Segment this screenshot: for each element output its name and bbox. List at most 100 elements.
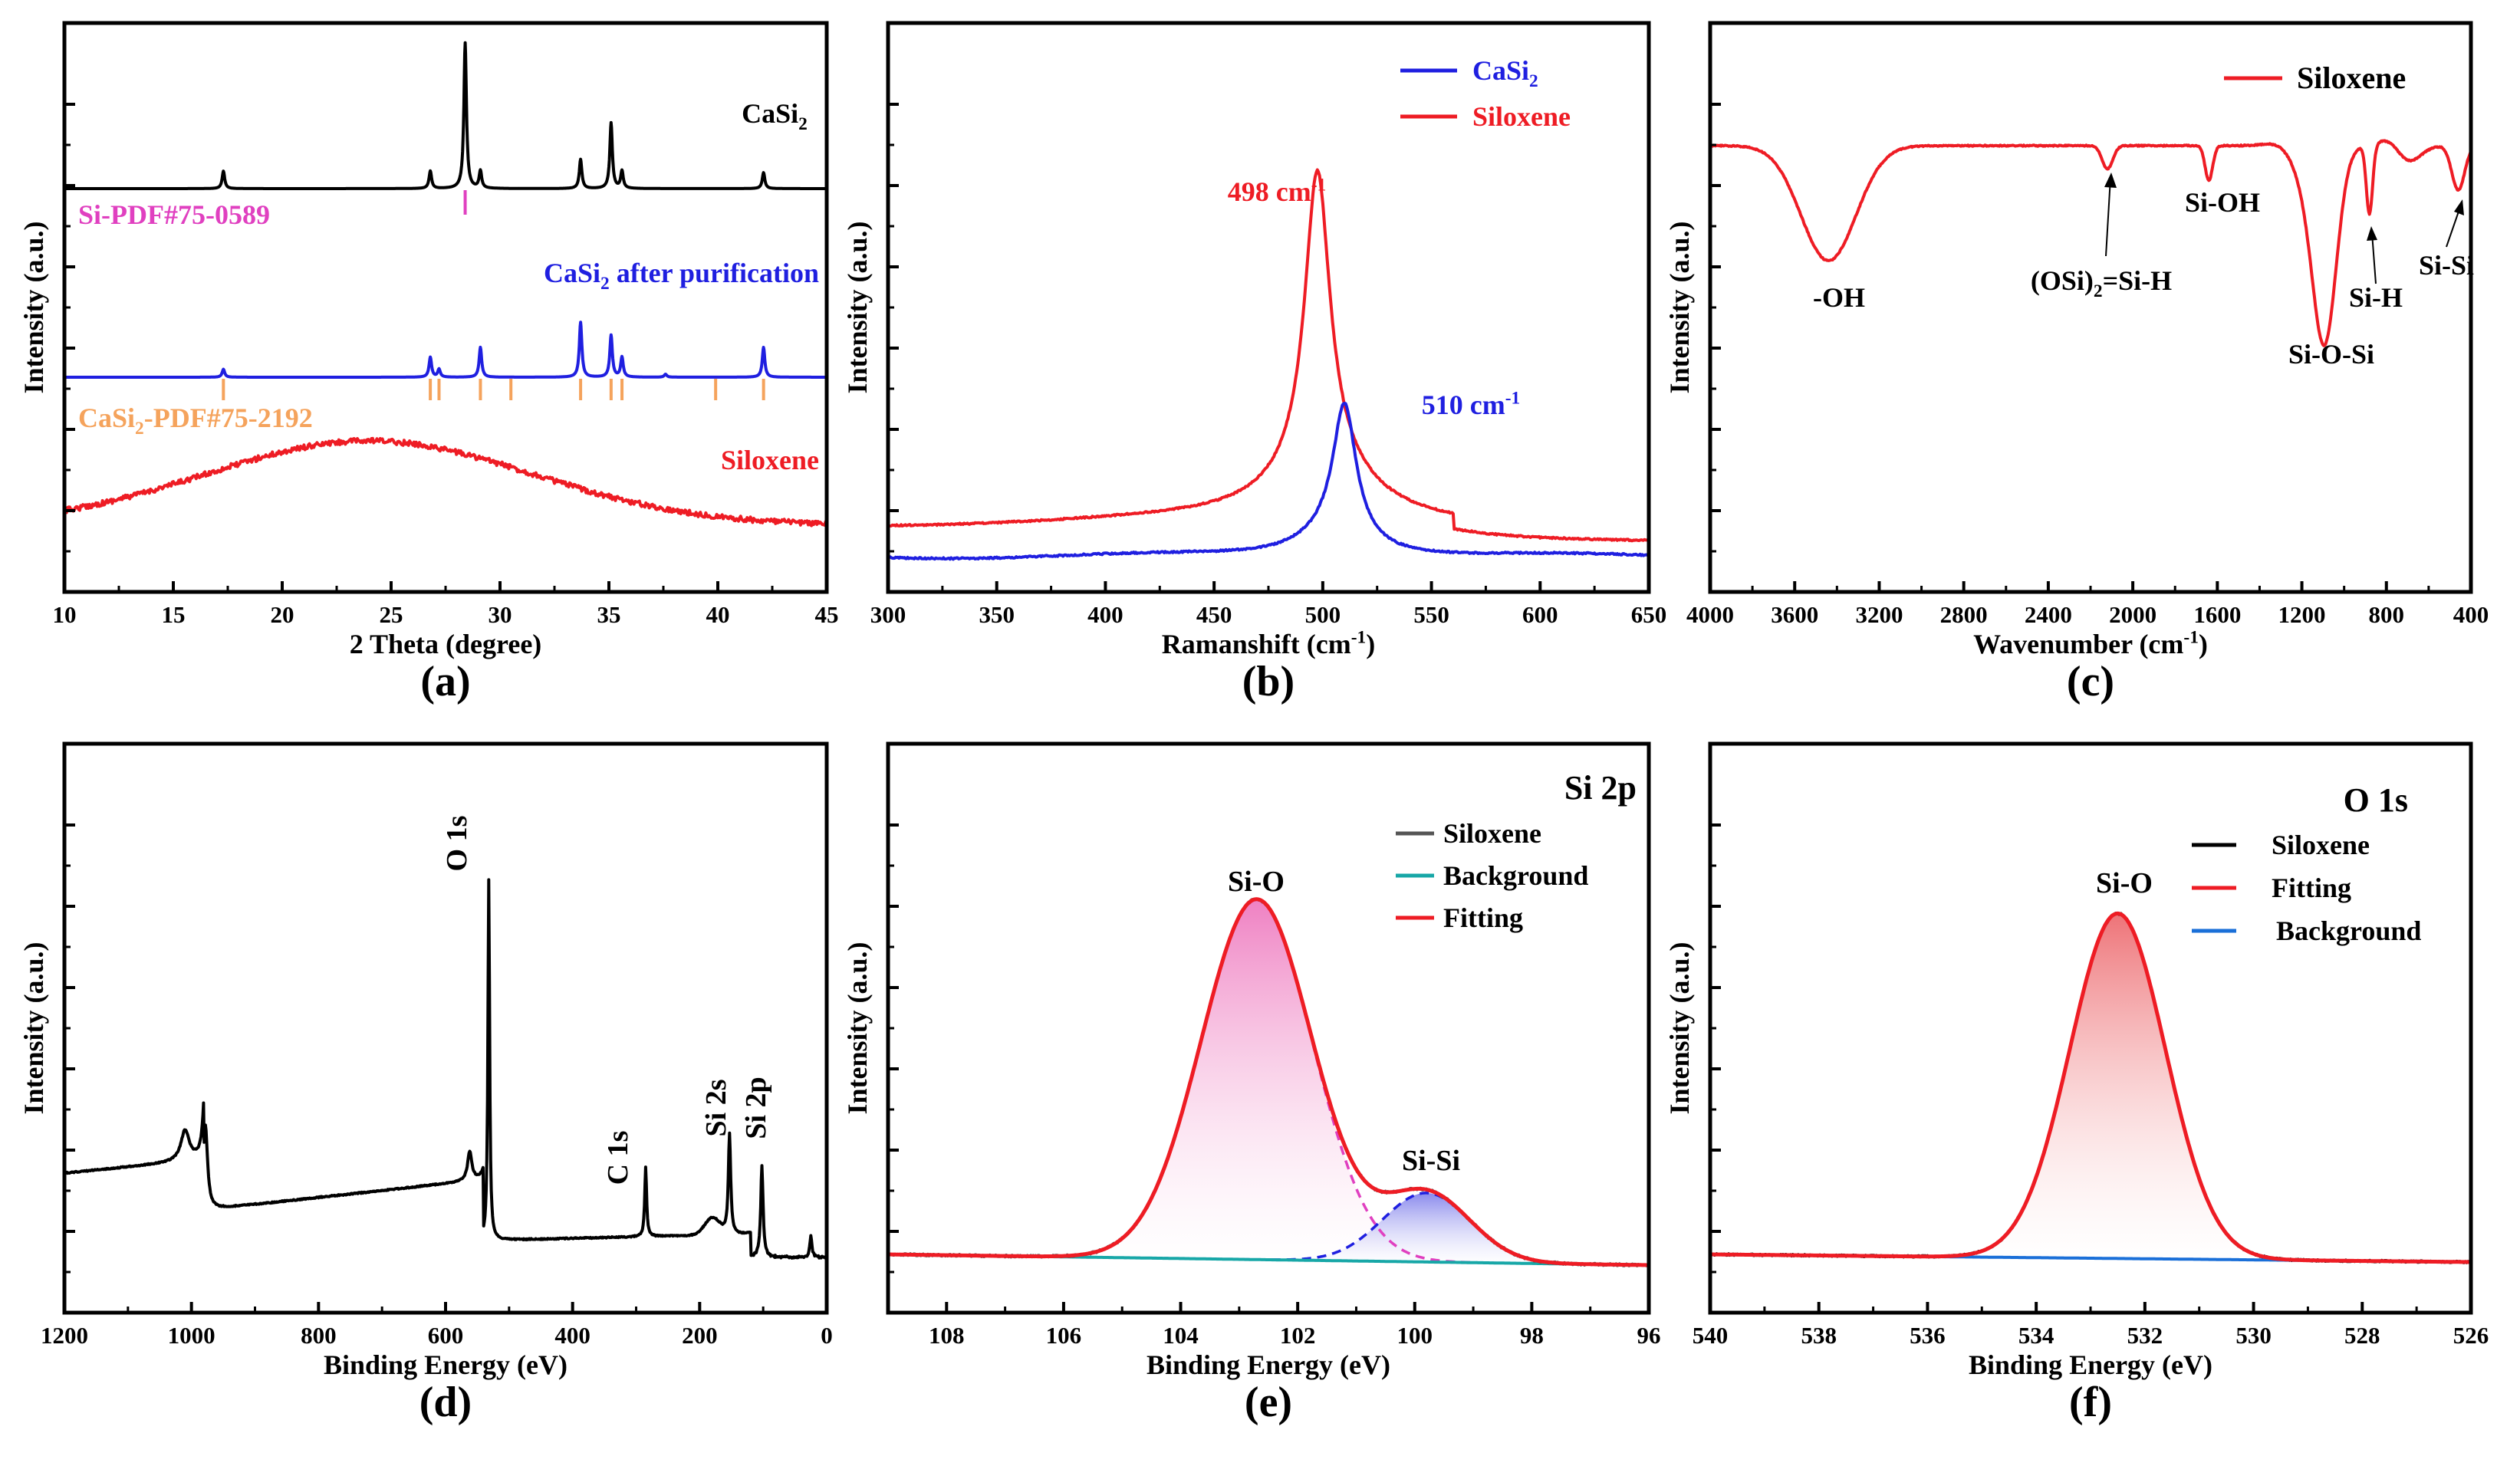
label-si-pdf: Si-PDF#75-0589	[78, 199, 270, 230]
x-tick-label-f: 536	[1910, 1322, 1946, 1349]
label-casi2-pdf-part-2: -PDF#75-2192	[144, 403, 313, 433]
arrow-osi2-sih	[2105, 177, 2111, 257]
label-casi2-part-1: 2	[798, 114, 808, 134]
arrowhead-osi2-sih	[2104, 173, 2117, 188]
y-axis-label-d: Intensity (a.u.)	[18, 942, 49, 1114]
legend-label-casi2: CaSi2	[1472, 55, 1538, 91]
x-tick-label-a: 40	[706, 601, 730, 628]
annotation-510-part-0: 510 cm	[1422, 390, 1505, 420]
x-axis-label-f: Binding Energy (eV)	[1969, 1349, 2212, 1380]
x-axis-label-a: 2 Theta (degree)	[350, 629, 542, 659]
x-tick-label-d: 0	[821, 1322, 833, 1349]
line-fitting-e	[887, 897, 1650, 1267]
panel-label-f: (f)	[2069, 1379, 2112, 1426]
x-tick-label-b: 650	[1631, 601, 1667, 628]
label-casi2-purified: CaSi2 after purification	[544, 258, 819, 294]
x-tick-label-f: 528	[2344, 1322, 2380, 1349]
x-tick-label-f: 534	[2018, 1322, 2054, 1349]
legend-label-background-f: Background	[2276, 915, 2421, 946]
x-tick-label-a: 45	[815, 601, 839, 628]
x-tick-label-c: 2800	[1940, 601, 1988, 628]
annotation-498: 498 cm-1	[1228, 175, 1326, 207]
x-tick-label-e: 100	[1397, 1322, 1433, 1349]
x-tick-label-e: 104	[1163, 1322, 1199, 1349]
band-label-siosi: Si-O-Si	[2288, 339, 2374, 370]
x-tick-label-c: 2400	[2025, 601, 2072, 628]
x-axis-label-c-part-2: )	[2199, 629, 2208, 659]
area-si-o-component	[888, 899, 1649, 1265]
annotation-498-part-1: -1	[1311, 175, 1327, 195]
area-o1s-component	[1710, 913, 2471, 1262]
x-tick-label-d: 1200	[41, 1322, 88, 1349]
x-tick-label-c: 1600	[2193, 601, 2241, 628]
y-axis-label-e: Intensity (a.u.)	[842, 942, 873, 1114]
x-tick-label-d: 200	[682, 1322, 718, 1349]
line-xps-survey	[63, 878, 828, 1260]
x-axis-label-c-part-1: -1	[2183, 627, 2199, 647]
x-tick-label-f: 532	[2127, 1322, 2163, 1349]
y-axis-label-a: Intensity (a.u.)	[18, 221, 49, 393]
band-label-oh: -OH	[1813, 282, 1865, 313]
legend-label-siloxene-ftir: Siloxene	[2297, 61, 2406, 95]
arrowhead-sih	[2367, 226, 2377, 241]
x-tick-label-b: 550	[1413, 601, 1449, 628]
label-casi2-pdf: CaSi2-PDF#75-2192	[78, 403, 313, 439]
panel-label-b: (b)	[1242, 658, 1295, 705]
label-casi2-purified-part-0: CaSi	[544, 258, 600, 288]
legend-label-casi2-part-0: CaSi	[1472, 55, 1529, 86]
peak-label-si2p: Si 2p	[740, 1076, 772, 1139]
legend-label-siloxene-f: Siloxene	[2272, 830, 2370, 860]
x-tick-label-a: 15	[162, 601, 186, 628]
x-tick-label-d: 800	[301, 1322, 337, 1349]
legend-label-fitting-e: Fitting	[1443, 902, 1523, 933]
x-tick-label-a: 10	[53, 601, 77, 628]
panel-label-c: (c)	[2067, 658, 2114, 705]
label-casi2-purified-part-1: 2	[600, 274, 610, 294]
x-tick-label-d: 600	[428, 1322, 464, 1349]
x-tick-label-d: 1000	[168, 1322, 215, 1349]
x-axis-label-e: Binding Energy (eV)	[1147, 1349, 1390, 1380]
x-axis-label-b-part-2: )	[1366, 629, 1375, 659]
y-axis-label-c: Intensity (a.u.)	[1664, 221, 1695, 393]
panel-title-f: O 1s	[2344, 781, 2408, 819]
x-tick-label-c: 3200	[1855, 601, 1903, 628]
x-axis-label-b-part-0: Ramanshift (cm	[1162, 629, 1351, 659]
legend-label-casi2-part-1: 2	[1529, 71, 1538, 91]
x-tick-label-c: 2000	[2109, 601, 2156, 628]
x-tick-label-a: 30	[489, 601, 512, 628]
peak-label-c1s: C 1s	[602, 1131, 634, 1185]
x-tick-label-b: 500	[1305, 601, 1341, 628]
x-tick-label-f: 540	[1693, 1322, 1729, 1349]
panel-label-d: (d)	[419, 1379, 472, 1426]
x-tick-label-f: 530	[2235, 1322, 2272, 1349]
label-casi2-pdf-part-1: 2	[135, 419, 144, 439]
x-axis-label-c-part-0: Wavenumber (cm	[1973, 629, 2183, 659]
x-axis-label-d: Binding Energy (eV)	[324, 1349, 567, 1380]
x-tick-label-b: 400	[1087, 601, 1123, 628]
line-casi2	[63, 41, 827, 190]
x-axis-label-c: Wavenumber (cm-1)	[1973, 627, 2208, 659]
x-tick-label-c: 400	[2453, 601, 2489, 628]
line-casi2-purified	[63, 320, 827, 379]
band-label-osi2-sih-part-0: (OSi)	[2031, 265, 2094, 296]
line-casi2-raman	[887, 402, 1650, 561]
x-tick-label-a: 20	[271, 601, 294, 628]
x-tick-label-e: 102	[1280, 1322, 1316, 1349]
x-tick-label-b: 350	[979, 601, 1015, 628]
line-siloxene-raman	[887, 168, 1650, 543]
legend-label-background-e: Background	[1443, 860, 1588, 891]
panel-title-e: Si 2p	[1564, 769, 1637, 807]
x-tick-label-c: 1200	[2278, 601, 2326, 628]
y-axis-label-b: Intensity (a.u.)	[842, 221, 873, 393]
x-tick-label-e: 108	[929, 1322, 965, 1349]
label-casi2-part-0: CaSi	[742, 98, 798, 129]
component-label-si-o: Si-O	[1228, 866, 1285, 898]
label-casi2-purified-part-2: after purification	[610, 258, 819, 288]
panel-label-e: (e)	[1245, 1379, 1292, 1426]
annotation-498-part-0: 498 cm	[1228, 176, 1311, 207]
x-tick-label-e: 98	[1520, 1322, 1544, 1349]
x-tick-label-c: 3600	[1771, 601, 1818, 628]
x-axis-label-b: Ramanshift (cm-1)	[1162, 627, 1375, 659]
peak-label-si2s: Si 2s	[700, 1080, 732, 1137]
